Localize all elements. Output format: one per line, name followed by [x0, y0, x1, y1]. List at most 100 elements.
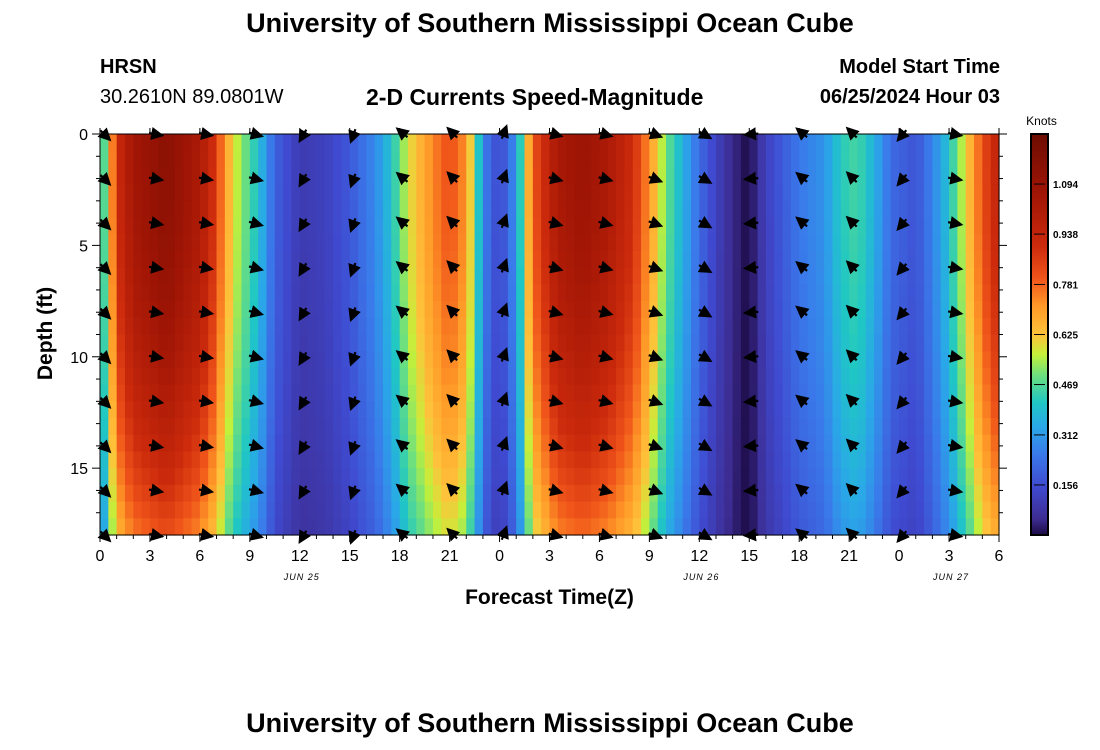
heatmap-cell — [574, 234, 584, 252]
heatmap-cell — [191, 184, 201, 202]
heatmap-cell — [632, 301, 642, 319]
heatmap-cell — [849, 401, 859, 419]
heatmap-cell — [890, 518, 900, 536]
heatmap-cell — [166, 501, 176, 519]
heatmap-cell — [974, 367, 983, 386]
heatmap-cell — [124, 384, 134, 402]
heatmap-cell — [532, 334, 542, 352]
heatmap-cell — [374, 501, 384, 519]
heatmap-cell — [233, 501, 243, 519]
heatmap-cell — [507, 484, 517, 503]
heatmap-cell — [199, 250, 209, 269]
heatmap-cell — [682, 501, 692, 519]
heatmap-cell — [383, 200, 392, 219]
x-tick-label: 3 — [145, 548, 154, 565]
heatmap-cell — [699, 451, 709, 469]
heatmap-cell — [974, 250, 983, 269]
heatmap-cell — [591, 200, 601, 219]
heatmap-cell — [890, 284, 900, 302]
heatmap-cell — [915, 418, 925, 436]
heatmap-cell — [624, 200, 634, 219]
heatmap-cell — [566, 334, 576, 352]
heatmap-cell — [865, 434, 875, 453]
heatmap-cell — [707, 234, 717, 252]
heatmap-cell — [824, 167, 834, 185]
heatmap-cell — [407, 250, 417, 269]
heatmap-cell — [541, 401, 551, 419]
heatmap-cell — [249, 167, 259, 185]
heatmap-cell — [666, 518, 675, 536]
heatmap-cell — [341, 434, 351, 453]
heatmap-cell — [424, 150, 434, 169]
heatmap-cell — [949, 451, 958, 469]
heatmap-cell — [291, 351, 301, 369]
heatmap-cell — [466, 301, 476, 319]
heatmap-cell — [732, 134, 742, 152]
heatmap-cell — [582, 250, 592, 269]
heatmap-cell — [990, 200, 1000, 219]
heatmap-cell — [349, 284, 359, 302]
heatmap-cell — [474, 234, 484, 252]
heatmap-cell — [457, 484, 467, 503]
heatmap-cell — [116, 317, 126, 336]
heatmap-cell — [715, 284, 725, 302]
heatmap-cell — [840, 267, 850, 285]
heatmap-cell — [832, 367, 842, 386]
heatmap-cell — [308, 134, 318, 152]
heatmap-cell — [208, 501, 218, 519]
heatmap-cell — [407, 301, 417, 319]
heatmap-cell — [624, 334, 634, 352]
heatmap-cell — [849, 334, 859, 352]
heatmap-cell — [957, 367, 967, 386]
heatmap-cell — [782, 334, 792, 352]
heatmap-cell — [333, 301, 342, 319]
heatmap-cell — [383, 484, 392, 503]
heatmap-cell — [391, 401, 401, 419]
heatmap-cell — [616, 234, 626, 252]
heatmap-cell — [691, 301, 700, 319]
heatmap-cell — [299, 234, 309, 252]
current-vector — [97, 483, 112, 498]
heatmap-cell — [607, 484, 617, 503]
heatmap-cell — [649, 367, 659, 386]
heatmap-cell — [432, 418, 442, 436]
heatmap-cell — [865, 401, 875, 419]
heatmap-cell — [441, 301, 451, 319]
heatmap-cell — [116, 518, 126, 536]
heatmap-cell — [358, 451, 367, 469]
heatmap-cell — [790, 468, 800, 486]
heatmap-cell — [774, 334, 784, 352]
heatmap-cell — [549, 367, 559, 386]
heatmap-cell — [890, 167, 900, 185]
heatmap-cell — [333, 217, 342, 235]
heatmap-cell — [649, 184, 659, 202]
heatmap-cell — [108, 301, 118, 319]
heatmap-cell — [116, 217, 126, 235]
heatmap-cell — [990, 301, 1000, 319]
heatmap-cell — [316, 217, 326, 235]
heatmap-cell — [341, 301, 351, 319]
current-vector — [348, 485, 361, 501]
heatmap-cell — [774, 317, 784, 336]
heatmap-cell — [749, 267, 759, 285]
heatmap-cell — [391, 234, 401, 252]
heatmap-cell — [624, 217, 634, 235]
heatmap-cell — [832, 134, 842, 152]
heatmap-cell — [549, 167, 559, 185]
heatmap-cell — [840, 434, 850, 453]
x-tick-label: 9 — [645, 548, 654, 565]
heatmap-cell — [932, 418, 942, 436]
heatmap-cell — [649, 200, 659, 219]
heatmap-cell — [790, 267, 800, 285]
heatmap-cell — [749, 234, 759, 252]
current-vector — [395, 305, 410, 319]
heatmap-cell — [441, 351, 451, 369]
heatmap-cell — [857, 267, 867, 285]
heatmap-cell — [333, 334, 342, 352]
heatmap-cell — [949, 167, 958, 185]
heatmap-cell — [407, 418, 417, 436]
heatmap-cell — [524, 317, 534, 336]
heatmap-cell — [274, 284, 284, 302]
heatmap-cell — [316, 267, 326, 285]
heatmap-cell — [224, 234, 234, 252]
